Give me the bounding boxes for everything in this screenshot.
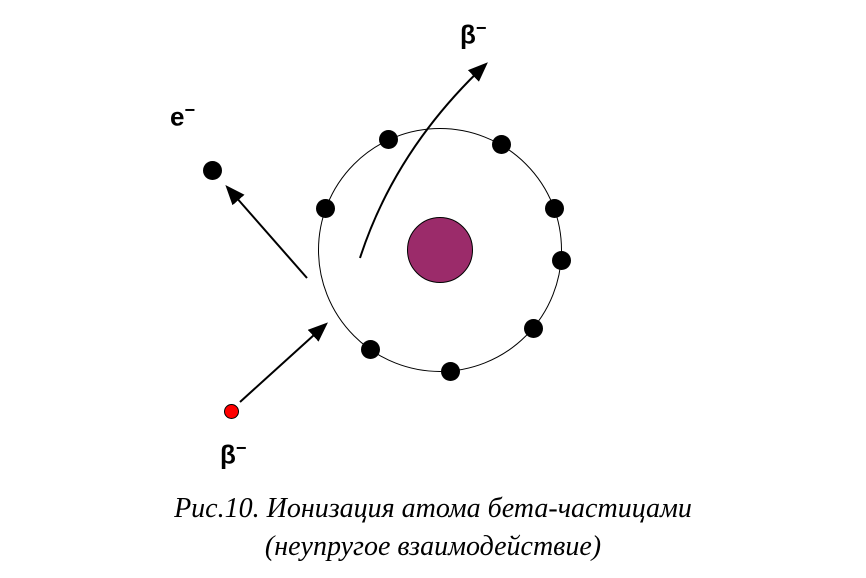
incoming-beta-particle: [224, 404, 239, 419]
scattered-beta-label: β−: [460, 18, 487, 51]
orbit-electron: [524, 319, 543, 338]
ejected-electron-particle: [203, 161, 222, 180]
caption-line-1: Рис.10. Ионизация атома бета-частицами: [0, 490, 866, 528]
orbit-electron: [545, 199, 564, 218]
ionization-diagram: β− β− e− Рис.10. Ионизация атома бета-ча…: [0, 0, 866, 578]
ejected-electron-arrow: [228, 188, 307, 278]
incoming-beta-label: β−: [220, 438, 247, 471]
nucleus: [407, 217, 473, 283]
orbit-electron: [379, 130, 398, 149]
orbit-electron: [441, 362, 460, 381]
orbit-electron: [361, 340, 380, 359]
orbit-electron: [316, 199, 335, 218]
orbit-electron: [492, 135, 511, 154]
figure-caption: Рис.10. Ионизация атома бета-частицами (…: [0, 490, 866, 566]
ejected-electron-label: e−: [170, 100, 195, 133]
incoming-beta-arrow: [240, 325, 325, 402]
caption-line-2: (неупругое взаимодействие): [0, 528, 866, 566]
orbit-electron: [552, 251, 571, 270]
